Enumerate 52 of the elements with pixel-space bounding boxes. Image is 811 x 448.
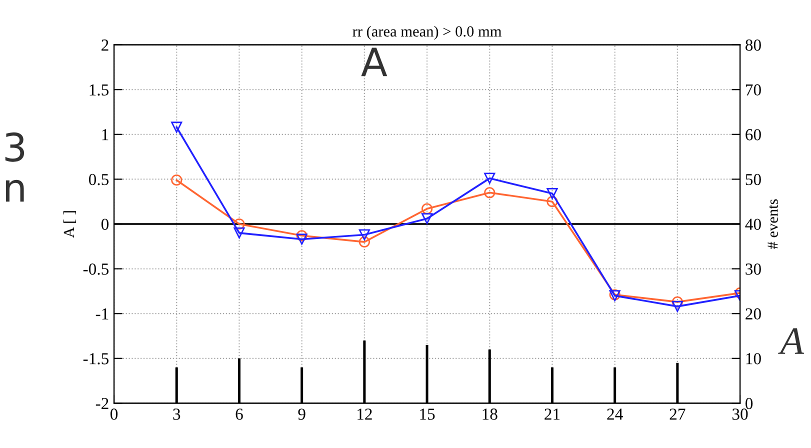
point bbox=[234, 218, 245, 230]
y-tick-label: 2 bbox=[102, 40, 108, 51]
y-axis-title: A [ ] bbox=[63, 211, 76, 238]
point bbox=[484, 187, 496, 198]
y2-tick-label: 30 bbox=[746, 264, 761, 275]
point bbox=[421, 213, 433, 224]
y2-axis-title: # events bbox=[768, 199, 778, 249]
point bbox=[672, 296, 683, 308]
x-tick-label: 9 bbox=[298, 408, 306, 420]
y2-tick-label: 0 bbox=[746, 398, 753, 410]
y2-tick-label: 40 bbox=[745, 218, 761, 230]
y-tick-label: -1 bbox=[96, 308, 108, 320]
y2-tick-label: 10 bbox=[746, 353, 761, 364]
point bbox=[296, 230, 308, 242]
text: A bbox=[778, 328, 804, 354]
y-tick-label: 0 bbox=[101, 218, 109, 230]
point bbox=[672, 300, 683, 312]
point bbox=[296, 234, 308, 245]
point bbox=[234, 227, 245, 239]
point bbox=[358, 229, 370, 240]
text: n bbox=[6, 180, 24, 202]
x-tick-label: 21 bbox=[544, 408, 560, 420]
y-tick-label: -0.5 bbox=[83, 264, 109, 275]
y2-tick-label: 70 bbox=[746, 84, 761, 96]
point bbox=[171, 122, 182, 133]
y-tick-label: 1 bbox=[102, 129, 108, 140]
y-tick-label: 1.5 bbox=[90, 84, 109, 96]
point bbox=[546, 196, 558, 208]
x-tick-label: 30 bbox=[732, 408, 748, 420]
x-tick-label: 27 bbox=[670, 408, 686, 420]
point bbox=[484, 172, 496, 184]
y2-tick-label: 60 bbox=[746, 129, 761, 140]
point bbox=[421, 203, 433, 214]
chart-title: rr (area mean) > 0.0 mm bbox=[352, 26, 502, 40]
y2-tick-label: 80 bbox=[746, 40, 761, 51]
y2-tick-label: 20 bbox=[746, 308, 761, 320]
x-tick-label: 0 bbox=[110, 408, 118, 420]
x-tick-label: 12 bbox=[358, 408, 372, 420]
x-tick-label: 24 bbox=[607, 408, 623, 420]
x-tick-label: 6 bbox=[236, 408, 243, 420]
y-tick-label: 0.5 bbox=[88, 174, 109, 186]
point bbox=[358, 236, 370, 248]
y-tick-label: -2 bbox=[96, 398, 108, 409]
x-tick-label: 3 bbox=[173, 408, 180, 420]
y2-tick-label: 50 bbox=[746, 174, 761, 186]
x-tick-label: 18 bbox=[482, 408, 498, 420]
annotation: A bbox=[361, 48, 388, 76]
point bbox=[171, 174, 182, 186]
y-tick-label: -1.5 bbox=[83, 353, 109, 364]
point bbox=[546, 188, 558, 200]
text: 3 bbox=[5, 132, 24, 162]
x-tick-label: 15 bbox=[420, 408, 435, 420]
